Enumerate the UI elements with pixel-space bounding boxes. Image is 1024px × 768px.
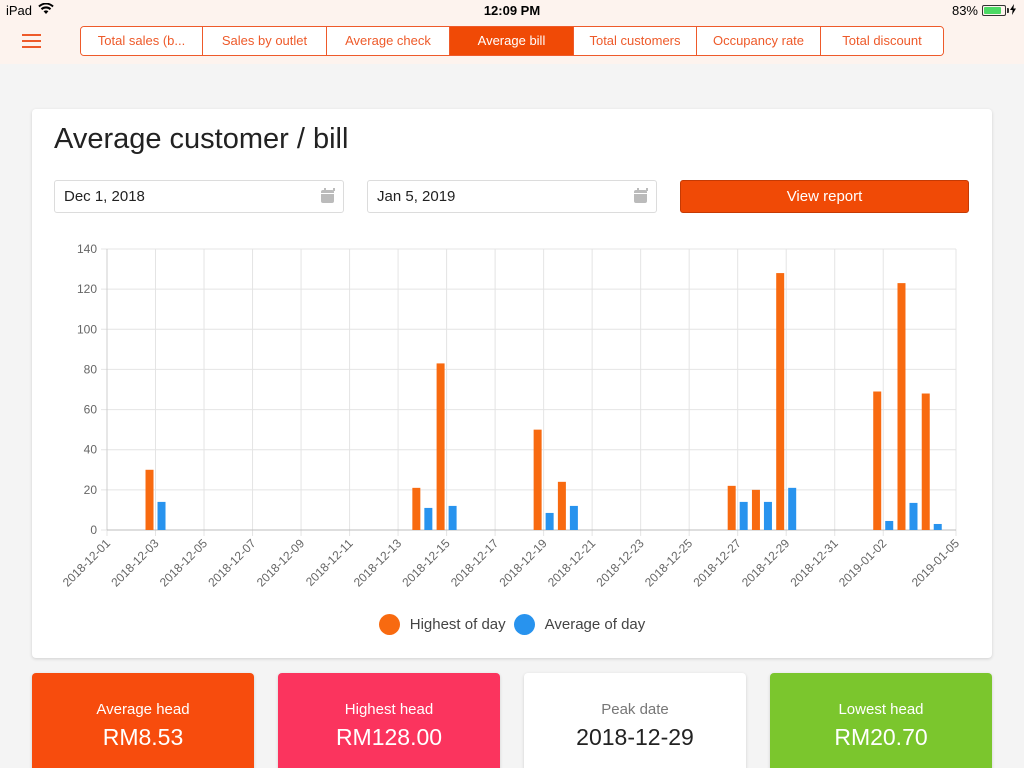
legend-swatch-average — [513, 614, 535, 635]
x-tick-label: 2019-01-02 — [836, 536, 890, 590]
page-title: Average customer / bill — [54, 123, 349, 155]
stat-label: Peak date — [601, 701, 669, 718]
stat-card-peak-date: Peak date 2018-12-29 — [524, 673, 746, 768]
bar-highest-of-day — [533, 429, 542, 530]
x-tick-label: 2018-12-03 — [108, 536, 162, 590]
wifi-icon — [38, 2, 54, 18]
x-tick-label: 2018-12-05 — [157, 536, 211, 590]
bar-highest-of-day — [727, 485, 736, 530]
x-tick-label: 2018-12-27 — [690, 536, 744, 590]
bar-average-of-day — [788, 487, 797, 530]
battery-icon — [982, 5, 1009, 16]
bar-highest-of-day — [751, 489, 760, 530]
tab-total-sales[interactable]: Total sales (b... — [81, 27, 203, 55]
end-date-input[interactable]: Jan 5, 2019 — [367, 180, 657, 213]
legend-item-average[interactable]: Average of day — [513, 614, 646, 635]
tab-sales-by-outlet[interactable]: Sales by outlet — [203, 27, 327, 55]
x-tick-label: 2018-12-31 — [788, 536, 842, 590]
calendar-icon[interactable] — [321, 188, 335, 203]
stat-value: RM128.00 — [335, 724, 443, 750]
average-bill-chart: 0204060801001201402018-12-012018-12-0320… — [60, 242, 963, 590]
battery-percent: 83% — [951, 3, 978, 18]
start-date-input[interactable]: Dec 1, 2018 — [54, 180, 344, 213]
report-tabs: Total sales (b... Sales by outlet Averag… — [80, 26, 944, 56]
bar-highest-of-day — [412, 487, 421, 530]
status-bar: iPad 12:09 PM 83% — [0, 0, 1024, 22]
tab-average-check[interactable]: Average check — [327, 27, 450, 55]
x-tick-label: 2018-12-11 — [303, 536, 356, 589]
x-tick-label: 2018-12-21 — [545, 536, 599, 590]
bar-highest-of-day — [776, 273, 785, 530]
x-tick-label: 2018-12-01 — [60, 536, 114, 590]
y-tick-label: 0 — [90, 523, 97, 537]
y-tick-label: 80 — [84, 362, 98, 376]
legend-swatch-highest — [378, 614, 400, 635]
bar-highest-of-day — [436, 363, 445, 530]
calendar-icon[interactable] — [634, 188, 648, 203]
x-tick-label: 2018-12-19 — [496, 536, 550, 590]
bar-average-of-day — [448, 505, 457, 530]
stat-card-average-head: Average head RM8.53 — [32, 673, 254, 768]
view-report-button[interactable]: View report — [680, 180, 969, 213]
bar-highest-of-day — [557, 481, 566, 530]
stat-value: RM20.70 — [834, 724, 928, 750]
bar-average-of-day — [763, 501, 772, 530]
stat-card-lowest-head: Lowest head RM20.70 — [770, 673, 992, 768]
charging-icon — [1010, 3, 1016, 18]
bar-average-of-day — [739, 501, 748, 530]
battery-tip — [1007, 8, 1009, 13]
stat-label: Average head — [96, 701, 190, 718]
x-tick-label: 2018-12-23 — [593, 536, 647, 590]
bar-average-of-day — [569, 505, 578, 530]
y-tick-label: 100 — [77, 322, 97, 336]
legend-item-highest[interactable]: Highest of day — [378, 614, 506, 635]
tab-total-customers[interactable]: Total customers — [574, 27, 697, 55]
y-tick-label: 120 — [77, 282, 97, 296]
top-bar: Total sales (b... Sales by outlet Averag… — [0, 22, 1024, 64]
bar-average-of-day — [909, 502, 918, 530]
start-date-value: Dec 1, 2018 — [64, 188, 145, 205]
tab-occupancy-rate[interactable]: Occupancy rate — [697, 27, 821, 55]
tab-average-bill[interactable]: Average bill — [450, 27, 574, 55]
bar-average-of-day — [885, 520, 894, 530]
device-name: iPad — [6, 3, 33, 18]
status-time: 12:09 PM — [483, 3, 541, 18]
bar-average-of-day — [424, 507, 433, 530]
stat-label: Lowest head — [838, 701, 924, 718]
stat-value: 2018-12-29 — [576, 724, 694, 750]
x-tick-label: 2018-12-09 — [254, 536, 308, 590]
bar-highest-of-day — [873, 391, 882, 530]
x-tick-label: 2018-12-13 — [351, 536, 405, 590]
legend-label-average: Average of day — [544, 616, 646, 633]
report-card: Average customer / bill Dec 1, 2018 Jan … — [32, 109, 992, 658]
x-tick-label: 2018-12-29 — [739, 536, 793, 590]
hamburger-menu-icon[interactable] — [22, 34, 41, 50]
x-tick-label: 2018-12-25 — [642, 536, 696, 590]
bar-average-of-day — [933, 523, 942, 530]
tab-total-discount[interactable]: Total discount — [821, 27, 943, 55]
bar-highest-of-day — [145, 469, 154, 530]
stat-card-highest-head: Highest head RM128.00 — [278, 673, 500, 768]
y-tick-label: 40 — [84, 443, 98, 457]
y-tick-label: 20 — [84, 483, 98, 497]
stat-label: Highest head — [344, 701, 434, 718]
bar-highest-of-day — [921, 393, 930, 530]
x-tick-label: 2018-12-17 — [448, 536, 502, 590]
bar-average-of-day — [545, 512, 554, 530]
end-date-value: Jan 5, 2019 — [377, 188, 456, 205]
y-tick-label: 60 — [84, 403, 98, 417]
battery-fill — [984, 7, 1001, 14]
x-tick-label: 2019-01-05 — [909, 536, 963, 590]
bar-highest-of-day — [897, 283, 906, 530]
x-tick-label: 2018-12-07 — [205, 536, 259, 590]
chart-legend: Highest of day Average of day — [32, 614, 992, 635]
stat-value: RM8.53 — [102, 724, 184, 750]
legend-label-highest: Highest of day — [409, 616, 506, 633]
x-tick-label: 2018-12-15 — [399, 536, 453, 590]
bar-average-of-day — [157, 501, 166, 530]
y-tick-label: 140 — [77, 242, 97, 256]
